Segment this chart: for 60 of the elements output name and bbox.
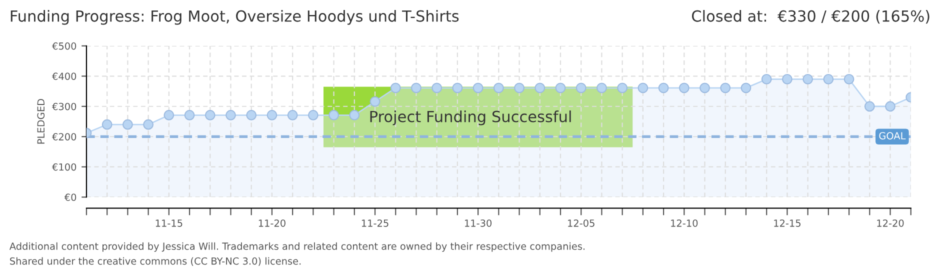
y-tick-label: €300	[52, 102, 76, 110]
point	[266, 110, 278, 120]
chart-title: Funding Progress: Frog Moot, Oversize Hoodys und T-Shirts	[10, 10, 459, 25]
point	[349, 110, 360, 120]
ref-line-label: GOAL	[879, 132, 906, 140]
point	[782, 74, 792, 84]
y-axis-title: PLEDGED	[37, 99, 45, 144]
point	[555, 82, 566, 94]
y-tick-label: €400	[52, 72, 76, 80]
point	[638, 82, 648, 94]
x-tick-label: 12-15	[774, 219, 800, 227]
point	[390, 82, 401, 94]
point	[287, 110, 298, 120]
point	[328, 110, 340, 120]
point	[658, 82, 669, 94]
point	[844, 74, 854, 84]
point	[204, 110, 216, 120]
point	[122, 119, 133, 130]
point	[411, 82, 422, 94]
point	[164, 110, 174, 120]
x-tick-label: 11-20	[258, 219, 286, 227]
point	[534, 82, 546, 94]
point	[246, 110, 257, 120]
annotation: Project Funding Successful	[370, 110, 571, 126]
point	[761, 74, 772, 84]
point	[576, 82, 586, 94]
point	[740, 82, 752, 94]
x-tick-label: 12-20	[877, 219, 904, 227]
point	[143, 119, 154, 130]
point	[823, 74, 834, 84]
point	[102, 119, 112, 130]
point	[802, 74, 814, 84]
y-tick-label: €500	[52, 42, 76, 50]
point	[432, 82, 442, 94]
point	[184, 110, 195, 120]
point	[700, 82, 710, 94]
point	[308, 110, 318, 120]
point	[514, 82, 524, 94]
point	[885, 101, 896, 112]
x-tick-label: 12-05	[568, 219, 594, 227]
text: Shared under the creative commons (CC BY-NC 3.0) license.	[10, 257, 301, 266]
text: Additional content provided by Jessica Will. Trademarks and related content are owned by their respective companies.	[9, 242, 585, 252]
point	[226, 110, 236, 120]
x-tick-label: 11-15	[156, 220, 182, 227]
point	[864, 101, 875, 112]
point	[370, 96, 380, 107]
point	[493, 82, 504, 94]
point	[617, 82, 628, 94]
y-tick-label: €200	[52, 133, 76, 140]
point	[472, 82, 484, 94]
x-tick-label: 11-25	[362, 219, 388, 227]
chart-subtitle: Closed at: €330 / €200 (165%)	[692, 10, 930, 24]
point	[596, 82, 607, 94]
point	[720, 82, 731, 94]
x-tick-label: 12-10	[671, 219, 698, 227]
point	[678, 82, 690, 94]
point	[452, 82, 463, 94]
y-tick-label: €100	[52, 163, 76, 171]
y-tick-label: €0	[64, 194, 76, 201]
x-tick-label: 11-30	[465, 219, 492, 227]
